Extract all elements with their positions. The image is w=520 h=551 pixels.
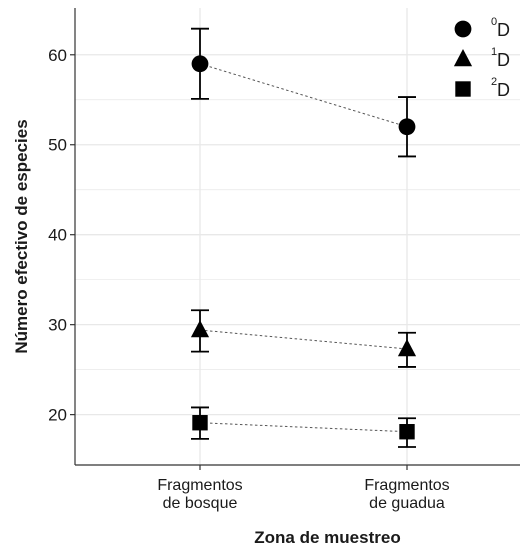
y-tick-label: 30 (48, 316, 67, 335)
legend: 0 D1 D2 D (453, 16, 510, 100)
data-point (397, 338, 417, 357)
connector-line (199, 422, 408, 433)
y-tick-label: 60 (48, 46, 67, 65)
data-point (192, 415, 208, 431)
legend-superscript: 2 (491, 76, 497, 88)
series-0D (191, 27, 416, 158)
grid-layer (75, 8, 520, 465)
y-tick-label: 40 (48, 226, 67, 245)
y-tick-label: 50 (48, 136, 67, 155)
legend-superscript: 1 (491, 46, 497, 58)
legend-superscript: 0 (491, 16, 497, 28)
x-tick-label: Fragmentos (364, 477, 449, 494)
y-tick-label: 20 (48, 406, 67, 425)
legend-marker (455, 81, 471, 97)
series-2D (191, 406, 416, 448)
series-layer (190, 27, 417, 448)
legend-marker (454, 20, 472, 38)
legend-marker (453, 49, 473, 67)
connector-line (199, 329, 408, 350)
series-1D (190, 309, 417, 368)
x-tick-label: de guadua (369, 495, 445, 512)
data-point (191, 55, 209, 73)
x-tick-label: Fragmentos (157, 477, 242, 494)
data-point (398, 118, 416, 136)
connector-line (199, 63, 408, 128)
legend-label: D (497, 80, 510, 100)
y-axis-title: Número efectivo de especies (12, 119, 31, 353)
legend-label: D (497, 20, 510, 40)
legend-label: D (497, 50, 510, 70)
x-tick-label: de bosque (163, 495, 238, 512)
data-point (190, 320, 210, 338)
data-point (399, 424, 415, 440)
x-axis-title: Zona de muestreo (254, 528, 400, 547)
